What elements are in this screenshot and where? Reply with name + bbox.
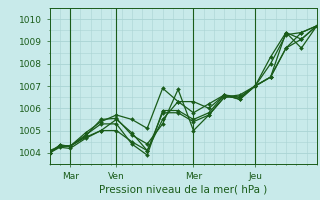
X-axis label: Pression niveau de la mer( hPa ): Pression niveau de la mer( hPa ) <box>99 185 267 195</box>
